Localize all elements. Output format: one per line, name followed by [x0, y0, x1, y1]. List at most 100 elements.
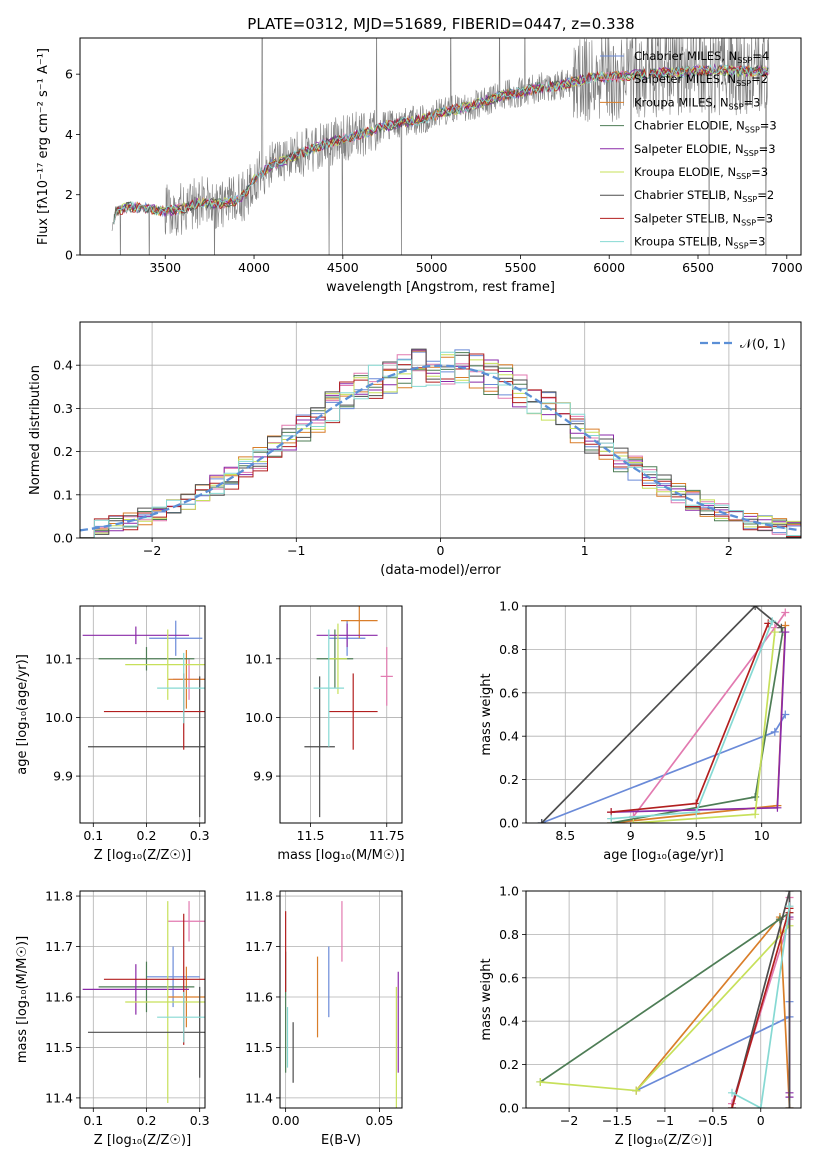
y-tick-label: 0.2: [53, 444, 73, 459]
mass-weight-point: [536, 1077, 545, 1086]
x-tick-label: 6000: [593, 260, 625, 275]
mass-weight-line: [731, 891, 791, 1108]
y-tick-label: 0.2: [499, 772, 519, 787]
legend-text: Chabrier STELIB, N: [634, 188, 742, 202]
x-tick-label: 0.3: [190, 1113, 210, 1128]
x-axis-label: Z [log₁₀(Z/Z☉)]: [615, 1133, 712, 1148]
x-axis-label: age [log₁₀(age/yr)]: [603, 848, 724, 863]
legend-text: Salpeter MILES, N: [634, 72, 736, 86]
legend-text: Chabrier ELODIE, N: [634, 119, 745, 133]
legend-subscript: SSP: [736, 172, 751, 181]
legend-text: Chabrier MILES, N: [634, 49, 737, 63]
y-tick-label: 0: [65, 248, 73, 263]
legend-text: Salpeter ELODIE, N: [634, 142, 744, 156]
x-tick-label: 3500: [149, 260, 181, 275]
axes-frame: [279, 890, 403, 1109]
legend-entry: Kroupa ELODIE, NSSP=3: [634, 165, 768, 181]
y-tick-label: 0.8: [499, 927, 519, 942]
x-tick-label: 5000: [416, 260, 448, 275]
legend-entry: Kroupa MILES, NSSP=3: [634, 95, 760, 111]
legend-text: Kroupa MILES, N: [634, 95, 729, 109]
panel-mass_weight_vs_Z: −2 −1.5 −1 −0.5 0 0.0 0.2 0.4 0.6 0.8 1.0 Z [log₁₀(…: [479, 884, 802, 1148]
x-tick-label: −1: [656, 1113, 674, 1128]
mass-weight-point: [768, 617, 777, 626]
mass-weight-point: [785, 1104, 794, 1108]
x-axis-label: wavelength [Angstrom, rest frame]: [326, 280, 555, 295]
x-tick-label: 0.1: [83, 828, 103, 843]
y-tick-label: 11.7: [245, 939, 273, 954]
mass-weight-point: [537, 819, 546, 823]
x-tick-label: 9.5: [686, 828, 706, 843]
y-tick-label: 0.6: [499, 970, 519, 985]
x-tick-label: 8.5: [555, 828, 575, 843]
axes-frame: [79, 321, 802, 539]
x-tick-label: 9: [627, 828, 635, 843]
x-tick-label: 0.00: [272, 1113, 300, 1128]
x-tick-label: 4500: [327, 260, 359, 275]
legend-entry: Salpeter STELIB, NSSP=3: [634, 211, 773, 227]
mass-weight-line: [611, 623, 770, 813]
legend-text: Kroupa STELIB, N: [634, 235, 734, 249]
axes-frame: [79, 890, 206, 1109]
y-axis-label: mass weight: [479, 673, 494, 755]
y-tick-label: 11.6: [45, 989, 73, 1004]
y-tick-label: 11.6: [245, 989, 273, 1004]
y-tick-label: 0.4: [499, 729, 519, 744]
figure-title: PLATE=0312, MJD=51689, FIBERID=0447, z=0…: [247, 15, 634, 33]
legend-suffix: =3: [751, 165, 768, 179]
y-tick-label: 4: [65, 127, 73, 142]
x-tick-label: 11.5: [297, 828, 325, 843]
y-tick-label: 11.5: [45, 1040, 73, 1055]
histogram-series: [80, 351, 801, 538]
legend-entry: Chabrier STELIB, NSSP=2: [634, 188, 774, 204]
x-tick-label: −0.5: [698, 1113, 728, 1128]
x-axis-label: E(B-V): [321, 1133, 361, 1148]
plot-area: [80, 891, 205, 1108]
y-tick-label: 0.0: [499, 1101, 519, 1116]
x-tick-label: 0.1: [83, 1113, 103, 1128]
mass-weight-line: [611, 620, 773, 820]
legend-suffix: =3: [749, 235, 766, 249]
mass-weight-point: [692, 808, 701, 817]
legend-entry: 𝒩(0, 1): [740, 336, 786, 351]
y-axis-label: mass weight: [479, 958, 494, 1040]
spectrum-model-line: [113, 65, 769, 225]
mass-weight-line: [731, 906, 791, 1108]
panel-age_vs_Z: 0.1 0.2 0.3 9.9 10.0 10.1 Z [log₁₀(Z/Z☉)] age […: [15, 605, 210, 863]
axes-frame: [525, 890, 802, 1109]
x-tick-label: 6500: [682, 260, 714, 275]
x-axis-label: (data-model)/error: [380, 563, 501, 578]
y-tick-label: 0.3: [53, 401, 73, 416]
legend-text: Salpeter STELIB, N: [634, 211, 741, 225]
plot-area: [280, 606, 402, 823]
axes-frame: [279, 605, 403, 824]
x-tick-label: 0.2: [137, 1113, 157, 1128]
x-tick-label: −1: [287, 543, 305, 558]
legend-subscript: SSP: [729, 102, 744, 111]
mass-weight-point: [781, 710, 790, 719]
x-tick-label: 0: [757, 1113, 765, 1128]
mass-weight-point: [770, 628, 779, 637]
y-axis-label: Flux [fλ10⁻¹⁷ erg cm⁻² s⁻¹ A⁻¹]: [36, 48, 51, 245]
mass-weight-point: [728, 1104, 737, 1108]
x-axis-label: Z [log₁₀(Z/Z☉)]: [94, 848, 191, 863]
x-tick-label: −1.5: [602, 1113, 632, 1128]
legend-subscript: SSP: [741, 218, 756, 227]
mass-weight-point: [756, 1104, 765, 1108]
panel-mass_vs_ebv: 0.00 0.05 11.4 11.5 11.6 11.7 11.8 E(B-V): [245, 889, 403, 1148]
x-tick-label: 0.2: [137, 828, 157, 843]
x-tick-label: 2: [725, 543, 733, 558]
legend-entry: Salpeter MILES, NSSP=2: [634, 72, 768, 88]
mass-weight-point: [607, 814, 616, 823]
y-tick-label: 10.0: [45, 710, 73, 725]
y-axis-label: age [log₁₀(age/yr)]: [15, 654, 30, 775]
y-tick-label: 10.1: [245, 651, 273, 666]
y-tick-label: 11.8: [45, 889, 73, 904]
plot-area: [526, 891, 801, 1108]
axes-frame: [79, 605, 206, 824]
legend-entry: Chabrier MILES, NSSP=4: [634, 49, 769, 65]
panel-residuals: −2 −1 0 1 2 0.0 0.1 0.2 0.3 0.4 (data-model)/error…: [28, 321, 802, 578]
legend-suffix: =2: [751, 72, 768, 86]
legend-suffix: =4: [752, 49, 769, 63]
y-tick-label: 11.4: [45, 1090, 73, 1105]
